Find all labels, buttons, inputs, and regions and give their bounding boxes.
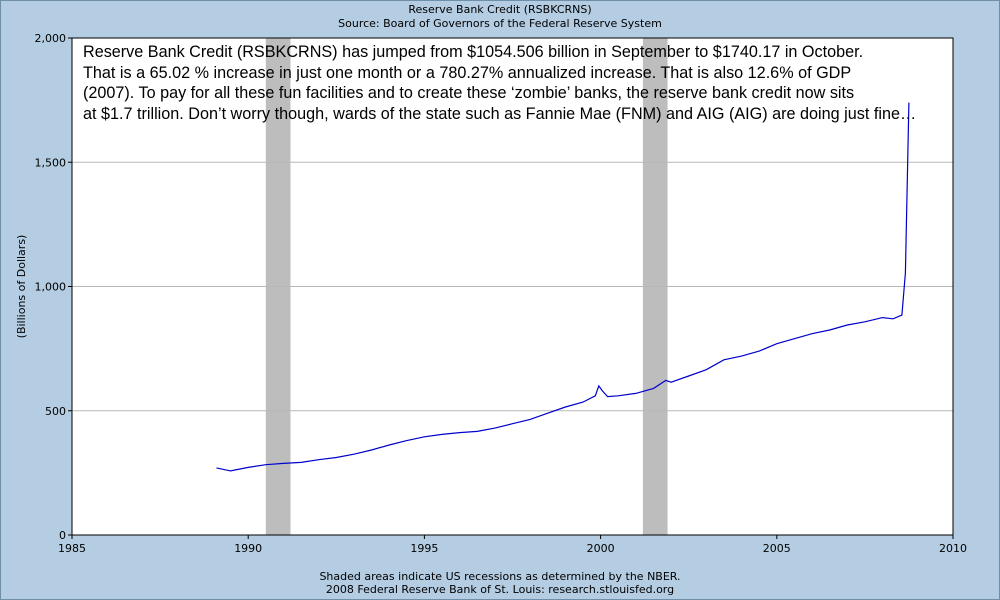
y-tick-label: 0 <box>59 529 66 542</box>
x-tick-label: 1985 <box>58 542 86 555</box>
x-tick-label: 2010 <box>939 542 967 555</box>
annotation-text: Reserve Bank Credit (RSBKCRNS) has jumpe… <box>83 42 917 124</box>
y-tick-label: 2,000 <box>35 32 67 45</box>
annotation-line: That is a 65.02 % increase in just one m… <box>83 63 852 82</box>
y-axis-label: (Billions of Dollars) <box>15 235 28 339</box>
footer-credit: 2008 Federal Reserve Bank of St. Louis: … <box>325 583 675 596</box>
x-tick-label: 2005 <box>763 542 791 555</box>
annotation-line: at $1.7 trillion. Don’t worry though, wa… <box>83 104 917 123</box>
x-tick-label: 1995 <box>410 542 438 555</box>
chart-title: Reserve Bank Credit (RSBKCRNS) <box>408 3 592 16</box>
footer-recession-note: Shaded areas indicate US recessions as d… <box>319 570 681 583</box>
x-tick-label: 2000 <box>587 542 615 555</box>
annotation-line: (2007). To pay for all these fun facilit… <box>83 84 855 102</box>
x-tick-label: 1990 <box>234 542 262 555</box>
chart-source: Source: Board of Governors of the Federa… <box>338 17 662 30</box>
annotation-line: Reserve Bank Credit (RSBKCRNS) has jumpe… <box>83 43 864 61</box>
y-tick-label: 1,500 <box>35 156 67 169</box>
series-line <box>216 102 910 472</box>
y-tick-label: 500 <box>45 405 66 418</box>
y-tick-label: 1,000 <box>35 281 67 294</box>
